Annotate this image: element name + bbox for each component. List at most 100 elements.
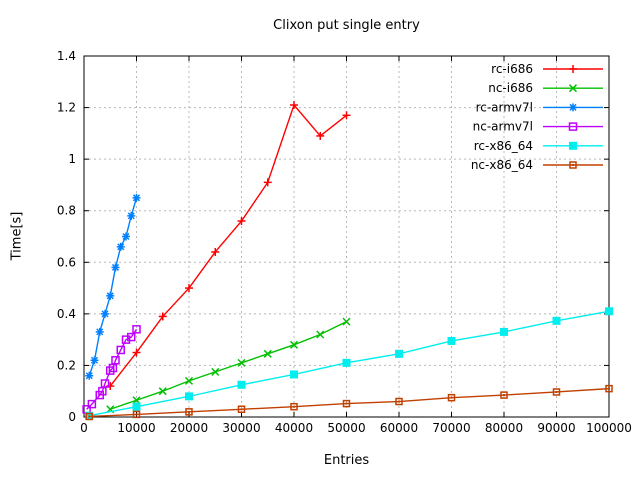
x-tick-label: 90000	[537, 421, 575, 435]
marker-asterisk	[116, 242, 125, 251]
marker-cross	[342, 317, 351, 326]
legend-item-nc-armv7l: nc-armv7l	[473, 120, 603, 134]
marker-asterisk	[85, 371, 94, 380]
marker-asterisk	[569, 103, 577, 112]
x-tick-label: 70000	[432, 421, 470, 435]
marker-dot-square	[132, 410, 141, 419]
y-tick-label: 0.4	[57, 307, 76, 321]
y-tick-label: 0.8	[57, 204, 76, 218]
marker-cross	[263, 349, 272, 358]
x-tick-label: 60000	[380, 421, 418, 435]
marker-asterisk	[101, 309, 109, 318]
marker-plus	[263, 178, 272, 187]
legend: rc-i686 nc-i686 rc-armv7l nc-armv7l rc-x86_6…	[471, 62, 603, 172]
marker-dot-square	[237, 405, 246, 414]
marker-filled-square	[290, 370, 298, 379]
legend-item-nc-i686: nc-i686	[488, 81, 603, 95]
marker-plus	[158, 312, 167, 321]
marker-plus	[211, 247, 220, 256]
marker-plus	[316, 131, 325, 140]
y-tick-label: 1.2	[57, 101, 76, 115]
plot-grid	[84, 56, 609, 417]
y-tick-label: 1.4	[57, 49, 76, 63]
marker-dot-square	[552, 388, 561, 396]
series-rc-x86_64	[85, 307, 613, 420]
series-rc-armv7l	[85, 193, 141, 380]
marker-dot-square	[290, 402, 298, 411]
legend-label: rc-i686	[491, 62, 533, 76]
marker-open-square	[87, 399, 97, 409]
marker-filled-square	[342, 358, 351, 367]
y-tick-label: 0.2	[57, 358, 76, 372]
series-line-nc-i686	[110, 320, 347, 410]
marker-asterisk	[132, 193, 141, 202]
legend-item-nc-x86_64: nc-x86_64	[471, 158, 603, 172]
marker-open-square	[111, 356, 120, 365]
marker-cross	[158, 387, 167, 396]
legend-label: rc-armv7l	[476, 100, 533, 114]
x-tick-label: 0	[80, 421, 88, 435]
legend-item-rc-armv7l: rc-armv7l	[476, 100, 603, 114]
legend-item-rc-x86_64: rc-x86_64	[474, 139, 603, 153]
marker-open-square	[106, 366, 115, 375]
marker-dot-square	[342, 399, 351, 408]
marker-open-square	[121, 335, 131, 344]
marker-asterisk	[106, 291, 115, 300]
x-tick-label: 30000	[222, 421, 260, 435]
marker-filled-square	[447, 336, 456, 345]
marker-cross	[132, 396, 141, 405]
marker-asterisk	[122, 232, 130, 241]
marker-asterisk	[90, 356, 99, 365]
marker-asterisk	[95, 327, 104, 336]
marker-cross	[568, 84, 578, 93]
legend-label: nc-i686	[488, 81, 533, 95]
marker-plus	[290, 100, 298, 109]
marker-cross	[237, 358, 246, 367]
axis-ticks	[83, 55, 610, 418]
legend-item-rc-i686: rc-i686	[491, 62, 603, 76]
marker-cross	[316, 330, 325, 339]
marker-filled-square	[552, 316, 561, 325]
marker-plus	[106, 382, 115, 391]
marker-dot-square	[85, 412, 93, 421]
marker-filled-square	[132, 402, 141, 411]
marker-open-square	[127, 332, 136, 342]
legend-label: nc-armv7l	[473, 120, 533, 134]
marker-plus	[132, 348, 141, 357]
marker-filled-square	[185, 392, 193, 401]
y-tick-label: 1	[68, 152, 76, 166]
x-tick-label: 100000	[586, 421, 632, 435]
marker-open-square	[568, 122, 578, 131]
series-nc-i686	[106, 317, 351, 414]
marker-open-square	[132, 325, 141, 334]
marker-dot-square	[395, 397, 403, 406]
marker-dot-square	[500, 391, 508, 399]
marker-cross	[211, 367, 220, 376]
series-rc-i686	[106, 100, 351, 391]
marker-asterisk	[111, 263, 120, 272]
marker-filled-square	[605, 307, 613, 316]
marker-asterisk	[127, 211, 136, 220]
marker-cross	[289, 340, 299, 349]
x-tick-label: 20000	[170, 421, 208, 435]
series-nc-armv7l	[82, 325, 141, 414]
marker-filled-square	[395, 349, 403, 358]
y-tick-label: 0	[68, 410, 76, 424]
x-axis-title: Entries	[323, 453, 370, 468]
series-line-nc-armv7l	[86, 328, 138, 410]
x-tick-label: 80000	[485, 421, 523, 435]
marker-filled-square	[500, 327, 508, 336]
tick-labels: 0 10000 20000 30000 40000 50000 60000 70000 8000…	[57, 49, 632, 435]
legend-label: rc-x86_64	[474, 139, 533, 153]
x-tick-label: 10000	[117, 421, 155, 435]
marker-dot-square	[569, 161, 577, 169]
marker-open-square	[116, 345, 125, 355]
series-line-rc-armv7l	[88, 197, 138, 376]
marker-plus	[569, 65, 577, 73]
marker-dot-square	[185, 408, 193, 416]
x-tick-label: 40000	[275, 421, 313, 435]
marker-plus	[185, 284, 193, 293]
y-tick-label: 0.6	[57, 255, 76, 269]
legend-label: nc-x86_64	[471, 158, 533, 172]
